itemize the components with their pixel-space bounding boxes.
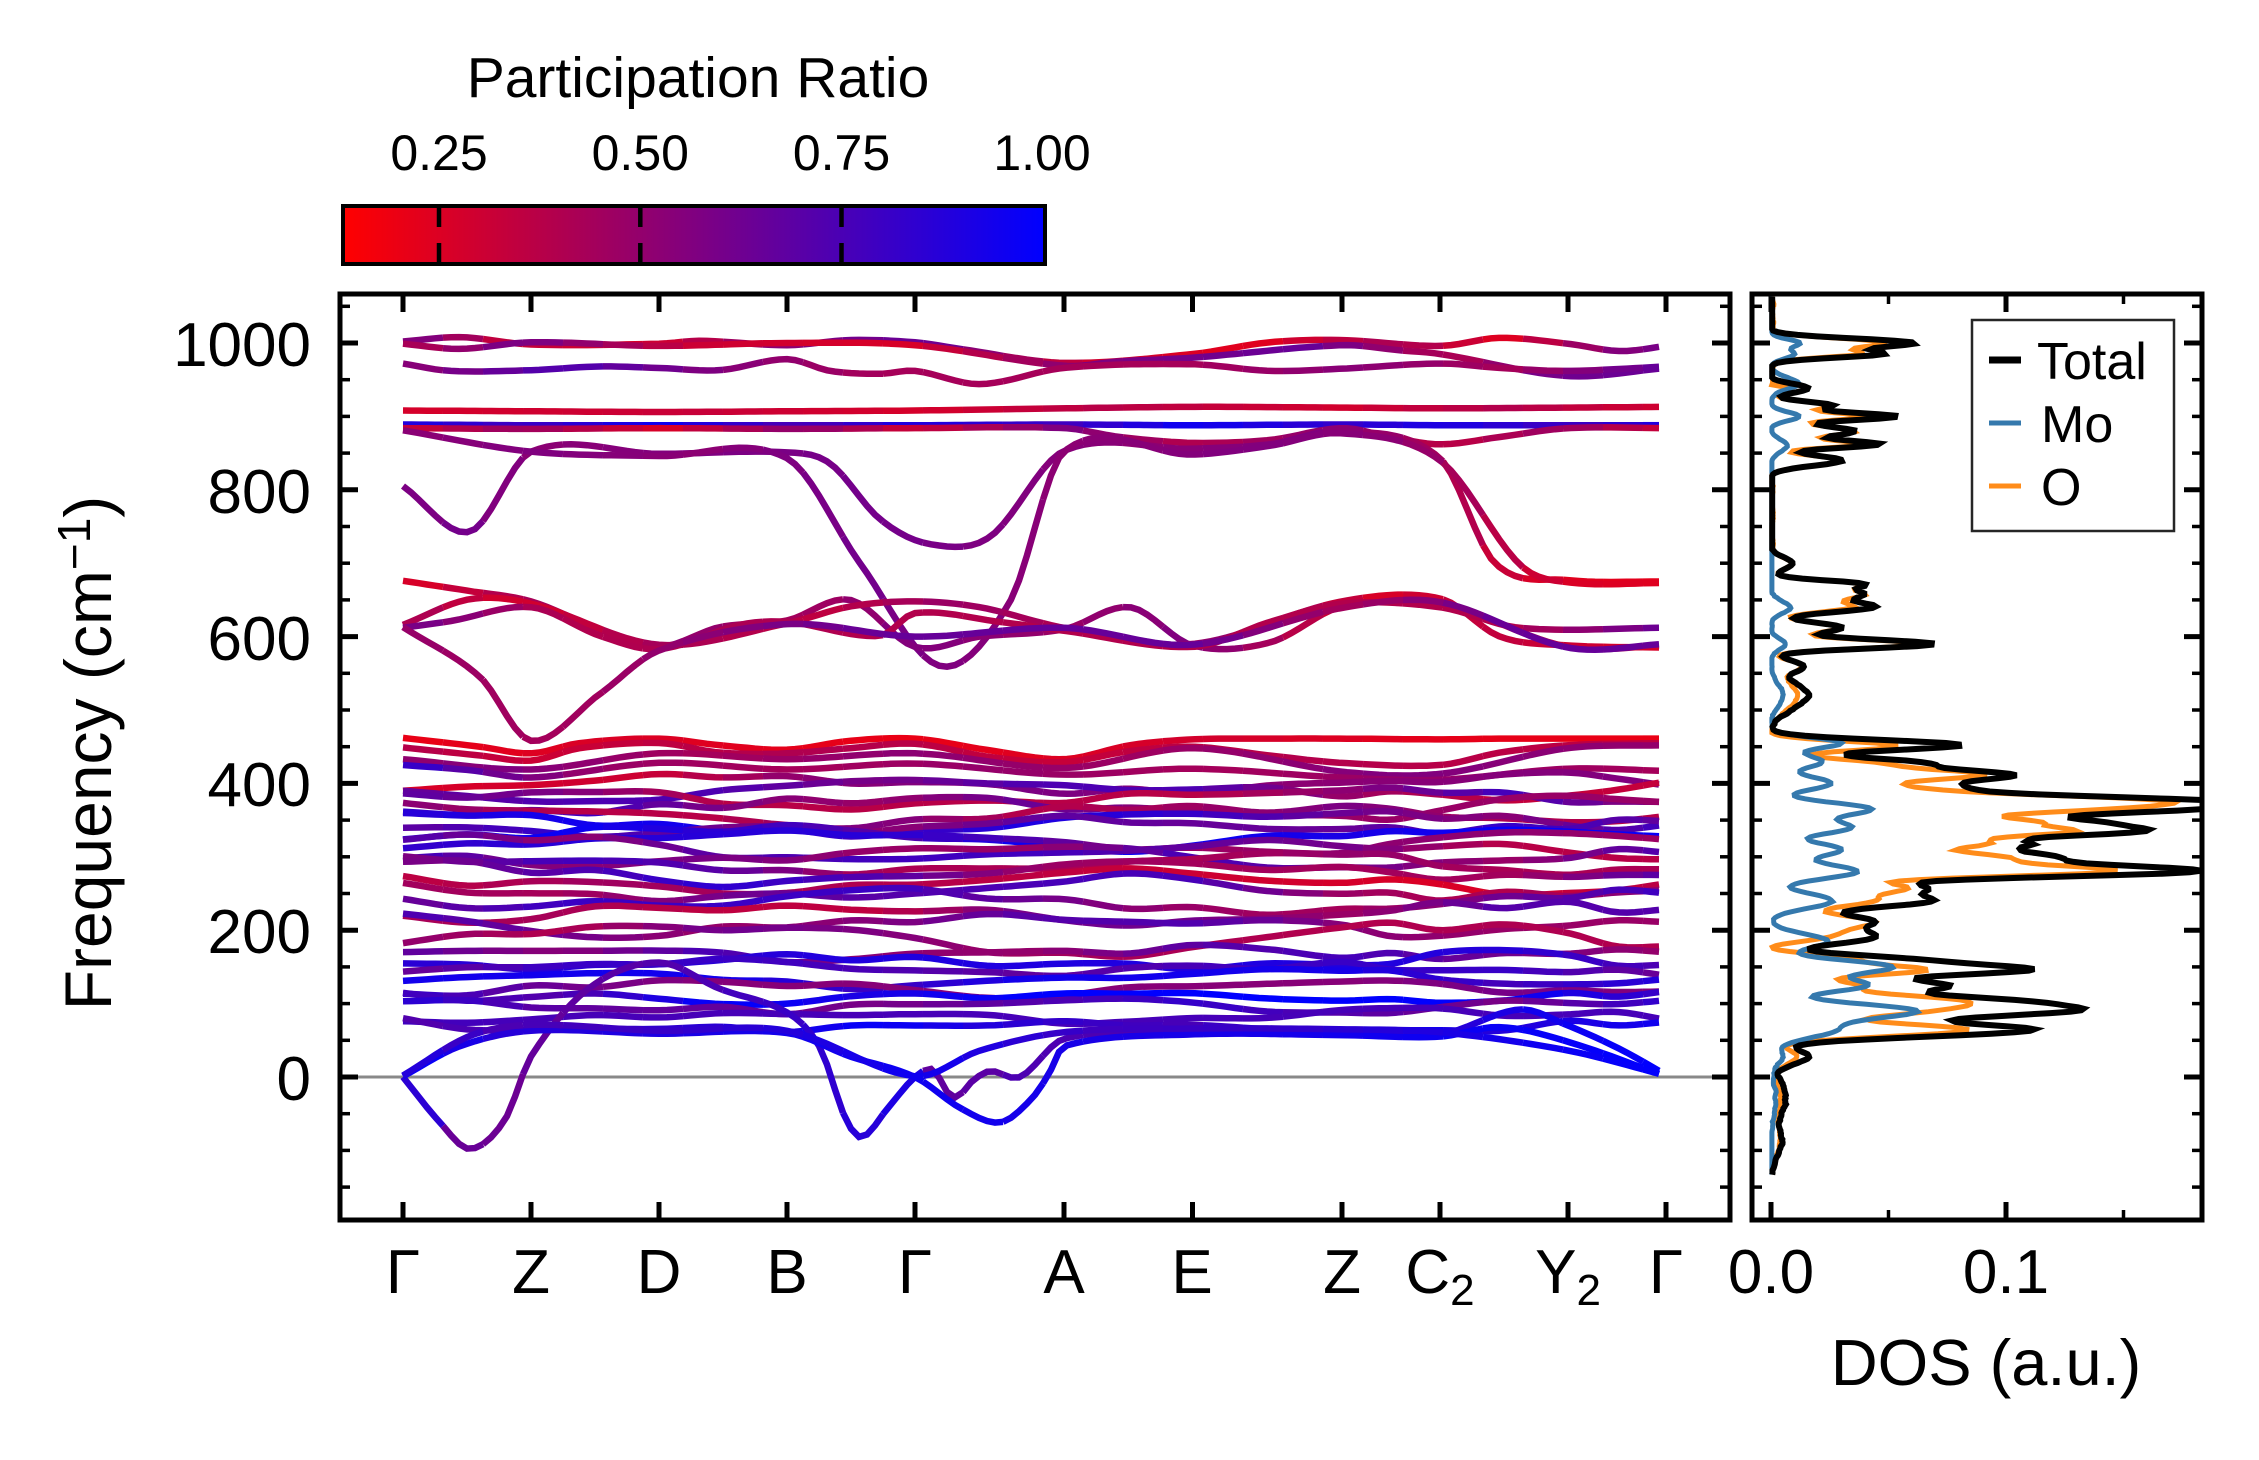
svg-text:400: 400 — [208, 751, 311, 820]
svg-text:Total: Total — [2037, 333, 2147, 391]
svg-text:0.0: 0.0 — [1728, 1238, 1814, 1307]
svg-text:Γ: Γ — [386, 1238, 420, 1307]
svg-text:0.1: 0.1 — [1963, 1238, 2049, 1307]
svg-text:Frequency (cm−1): Frequency (cm−1) — [48, 496, 125, 1011]
svg-text:200: 200 — [208, 898, 311, 967]
svg-text:E: E — [1171, 1238, 1212, 1307]
svg-text:B: B — [766, 1238, 807, 1307]
svg-text:Z: Z — [512, 1238, 550, 1307]
svg-text:C2: C2 — [1405, 1238, 1474, 1315]
svg-text:D: D — [637, 1238, 682, 1307]
svg-text:800: 800 — [208, 458, 311, 527]
svg-text:Γ: Γ — [1649, 1238, 1683, 1307]
svg-text:Mo: Mo — [2041, 396, 2113, 454]
svg-text:0: 0 — [277, 1045, 311, 1114]
svg-text:O: O — [2041, 459, 2081, 517]
svg-text:Participation Ratio: Participation Ratio — [467, 46, 930, 110]
svg-text:0.25: 0.25 — [390, 125, 487, 181]
svg-text:0.50: 0.50 — [592, 125, 689, 181]
svg-text:600: 600 — [208, 605, 311, 674]
svg-text:Γ: Γ — [898, 1238, 932, 1307]
svg-text:1000: 1000 — [173, 311, 311, 380]
svg-text:Y2: Y2 — [1535, 1238, 1601, 1315]
svg-text:1.00: 1.00 — [993, 125, 1090, 181]
svg-text:Z: Z — [1323, 1238, 1361, 1307]
svg-text:A: A — [1043, 1238, 1085, 1307]
svg-text:DOS (a.u.): DOS (a.u.) — [1831, 1326, 2142, 1399]
svg-text:0.75: 0.75 — [793, 125, 890, 181]
